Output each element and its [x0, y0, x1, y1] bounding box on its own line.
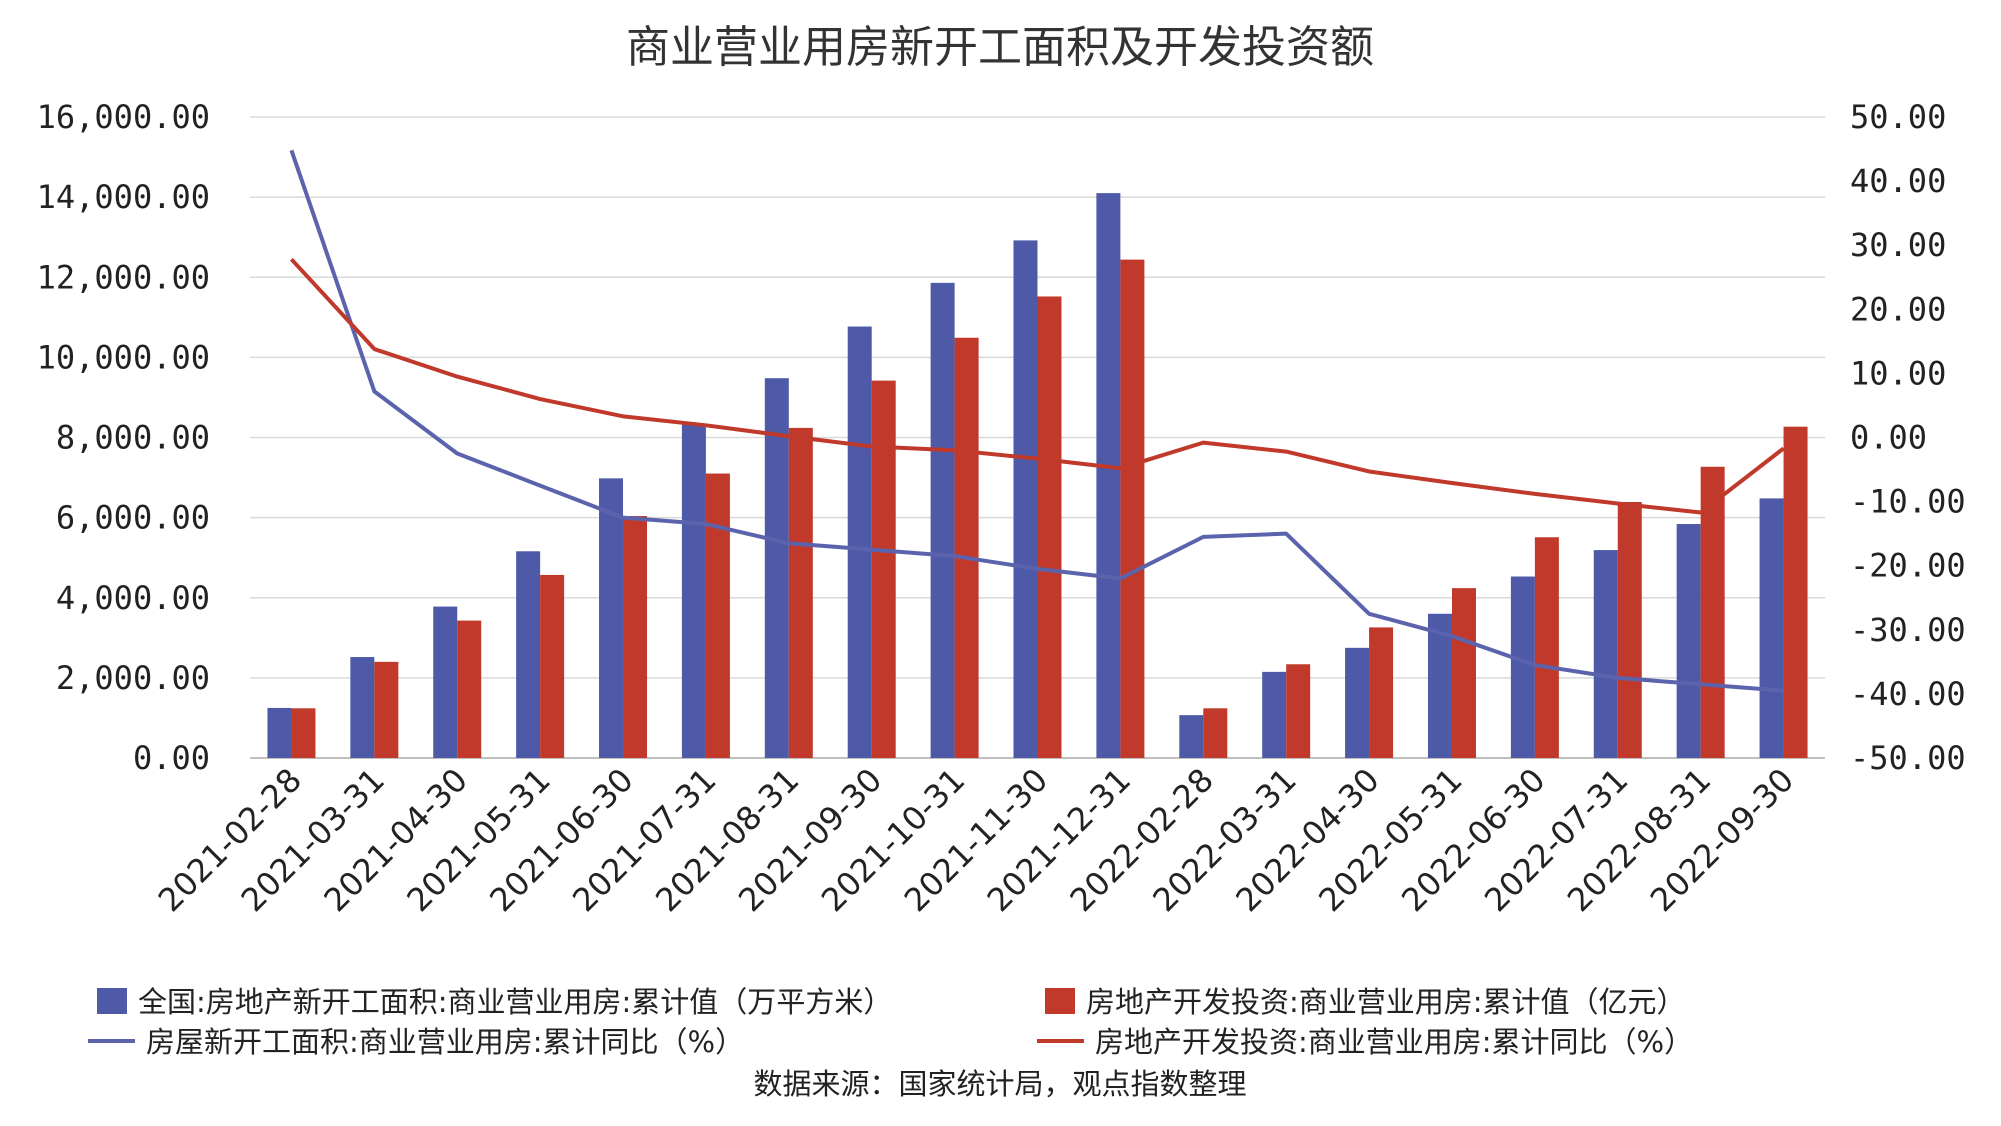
bar-invest-value: [1369, 627, 1394, 758]
left-tick-label: 10,000.00: [37, 338, 210, 376]
bar-area-value: [1179, 715, 1204, 758]
x-axis: 2021-02-282021-03-312021-04-302021-05-31…: [151, 761, 1801, 919]
line-area-yoy: [289, 149, 1784, 693]
bar-invest-value: [705, 473, 730, 758]
lines: [289, 149, 1785, 693]
bar-invest-value: [1700, 466, 1725, 758]
left-tick-label: 4,000.00: [56, 579, 210, 617]
bar-area-value: [1759, 498, 1784, 758]
source-note: 数据来源：国家统计局，观点指数整理: [753, 1067, 1246, 1101]
legend-label-invest-value: 房地产开发投资:商业营业用房:累计值（亿元）: [1086, 985, 1686, 1019]
legend-label-area-value: 全国:房地产新开工面积:商业营业用房:累计值（万平方米）: [138, 985, 892, 1019]
legend: 全国:房地产新开工面积:商业营业用房:累计值（万平方米） 房地产开发投资:商业营…: [88, 985, 1693, 1059]
bar-area-value: [433, 606, 458, 758]
right-tick-label: 10.00: [1850, 354, 1946, 392]
bar-invest-value: [871, 380, 896, 758]
left-tick-label: 12,000.00: [37, 258, 210, 296]
bar-invest-value: [954, 337, 979, 758]
bar-invest-value: [1203, 708, 1228, 758]
bar-invest-value: [1120, 259, 1145, 758]
bar-area-value: [930, 282, 955, 758]
bar-area-value: [267, 707, 292, 758]
bar-invest-value: [291, 708, 316, 758]
bar-area-value: [1013, 240, 1038, 758]
bar-area-value: [516, 551, 541, 758]
bar-invest-value: [1037, 296, 1062, 758]
right-tick-label: -20.00: [1850, 547, 1966, 585]
bar-area-value: [1096, 193, 1121, 758]
legend-swatch-invest-value: [1045, 988, 1075, 1014]
right-tick-label: -30.00: [1850, 611, 1966, 649]
bar-area-value: [1676, 524, 1701, 758]
bar-invest-value: [623, 516, 648, 758]
right-axis: -50.00 -40.00 -30.00 -20.00 -10.00 0.00 10.00 2…: [1850, 98, 1966, 777]
left-tick-label: 16,000.00: [37, 98, 210, 136]
bar-area-value: [1510, 576, 1535, 758]
right-tick-label: 50.00: [1850, 98, 1946, 136]
bar-invest-value: [1783, 426, 1808, 758]
bar-invest-value: [1286, 664, 1311, 758]
bar-invest-value: [374, 661, 399, 758]
bar-area-value: [764, 378, 789, 758]
bar-area-value: [1345, 647, 1370, 758]
bar-area-value: [1427, 613, 1452, 758]
left-tick-label: 8,000.00: [56, 419, 210, 457]
legend-label-area-yoy: 房屋新开工面积:商业营业用房:累计同比（%）: [146, 1025, 744, 1059]
bar-invest-value: [788, 427, 813, 758]
left-axis: 0.00 2,000.00 4,000.00 6,000.00 8,000.00 10,0…: [37, 98, 210, 777]
right-tick-label: 30.00: [1850, 226, 1946, 264]
left-tick-label: 0.00: [133, 739, 210, 777]
right-tick-label: -40.00: [1850, 675, 1966, 713]
right-tick-label: 20.00: [1850, 290, 1946, 328]
line-invest-yoy: [289, 257, 1785, 515]
bar-area-value: [599, 478, 624, 758]
bar-area-value: [1593, 550, 1618, 758]
bar-area-value: [1262, 671, 1287, 758]
bar-invest-value: [1617, 502, 1642, 758]
left-tick-label: 6,000.00: [56, 499, 210, 537]
bars: [267, 193, 1808, 758]
bar-area-value: [350, 657, 375, 758]
left-tick-label: 14,000.00: [37, 178, 210, 216]
right-tick-label: 40.00: [1850, 162, 1946, 200]
bar-invest-value: [540, 574, 565, 758]
right-tick-label: -50.00: [1850, 739, 1966, 777]
bar-area-value: [681, 424, 706, 758]
legend-swatch-area-value: [97, 988, 127, 1014]
bar-invest-value: [1451, 588, 1476, 758]
right-tick-label: 0.00: [1850, 419, 1927, 457]
bar-area-value: [847, 326, 872, 758]
bar-invest-value: [1534, 537, 1559, 758]
chart-title: 商业营业用房新开工面积及开发投资额: [626, 22, 1374, 73]
bar-invest-value: [457, 620, 482, 758]
left-tick-label: 2,000.00: [56, 659, 210, 697]
legend-label-invest-yoy: 房地产开发投资:商业营业用房:累计同比（%）: [1095, 1025, 1693, 1059]
right-tick-label: -10.00: [1850, 483, 1966, 521]
